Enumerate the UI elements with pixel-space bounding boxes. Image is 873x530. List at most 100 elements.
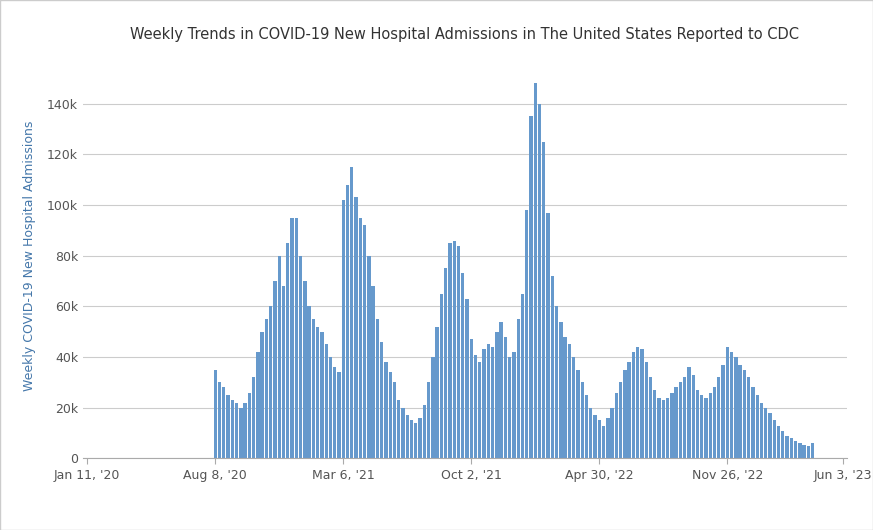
Bar [555,306,559,458]
Bar [269,306,272,458]
Bar [713,387,716,458]
Bar [623,370,627,458]
Bar [610,408,614,458]
Bar [560,322,562,458]
Bar [529,117,533,458]
Bar [457,245,460,458]
Bar [307,306,311,458]
Bar [752,387,754,458]
Bar [551,276,554,458]
Bar [375,319,379,458]
Text: Medscape: Medscape [13,501,123,520]
Bar [325,344,328,458]
Bar [666,398,670,458]
Bar [499,322,503,458]
Bar [312,319,315,458]
Bar [802,445,806,458]
Bar [294,218,298,458]
Bar [474,355,478,458]
Bar [533,83,537,458]
Bar [483,349,485,458]
Bar [239,408,243,458]
Bar [436,326,439,458]
Bar [700,395,704,458]
Bar [687,367,691,458]
Title: Weekly Trends in COVID-19 New Hospital Admissions in The United States Reported : Weekly Trends in COVID-19 New Hospital A… [130,27,800,42]
Bar [521,294,524,458]
Bar [786,436,788,458]
Bar [248,393,251,458]
Bar [790,438,793,458]
Bar [670,393,674,458]
Bar [491,347,494,458]
Bar [359,218,362,458]
Bar [470,339,473,458]
Bar [222,387,225,458]
Bar [244,403,247,458]
Bar [286,243,290,458]
Bar [235,403,238,458]
Bar [230,400,234,458]
Bar [380,342,383,458]
Bar [393,383,396,458]
Bar [730,352,733,458]
Bar [768,413,772,458]
Bar [696,390,699,458]
Bar [734,357,738,458]
Bar [291,218,293,458]
Bar [252,377,255,458]
Bar [368,256,370,458]
Bar [644,362,648,458]
Bar [678,383,682,458]
Bar [581,383,584,458]
Bar [256,352,259,458]
Bar [363,225,367,458]
Bar [798,443,801,458]
Bar [329,357,332,458]
Bar [517,319,520,458]
Bar [705,398,708,458]
Bar [495,332,498,458]
Bar [781,430,785,458]
Bar [628,362,631,458]
Bar [657,398,661,458]
Bar [777,426,780,458]
Bar [601,426,605,458]
Bar [431,357,435,458]
Bar [632,352,636,458]
Bar [563,337,567,458]
Bar [747,377,750,458]
Bar [807,446,810,458]
Bar [589,408,593,458]
Bar [461,273,464,458]
Bar [709,393,711,458]
Bar [337,372,340,458]
Bar [350,167,354,458]
Bar [760,403,763,458]
Bar [273,281,277,458]
Bar [371,286,375,458]
Bar [333,367,336,458]
Bar [265,319,268,458]
Bar [444,268,447,458]
Bar [585,395,588,458]
Bar [662,400,665,458]
Bar [683,377,686,458]
Bar [606,418,609,458]
Bar [418,418,422,458]
Bar [636,347,639,458]
Bar [594,416,597,458]
Bar [448,243,451,458]
Bar [725,347,729,458]
Bar [619,383,622,458]
Bar [388,372,392,458]
Bar [649,377,652,458]
Bar [717,377,720,458]
Bar [214,370,217,458]
Bar [508,357,512,458]
Bar [406,416,409,458]
Bar [397,400,401,458]
Bar [811,443,815,458]
Bar [773,420,776,458]
Bar [414,423,417,458]
